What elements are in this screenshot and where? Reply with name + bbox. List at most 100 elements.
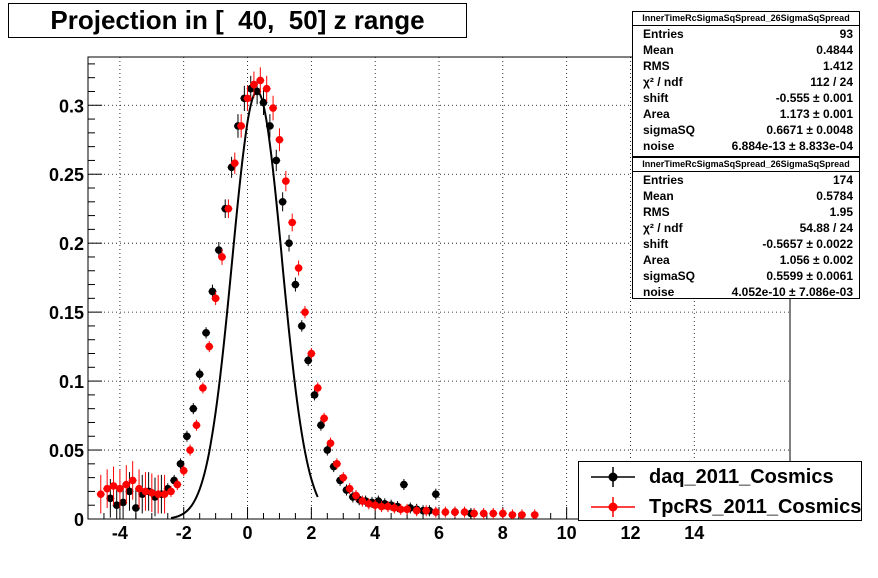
data-point — [371, 501, 379, 510]
data-point — [256, 76, 265, 85]
stats-row: sigmaSQ 0.6671 ± 0.0048 — [643, 123, 853, 137]
data-point — [291, 280, 300, 289]
stats-row: Mean 0.5784 — [643, 189, 853, 203]
data-point — [183, 432, 191, 441]
stats-row: Entries 93 — [643, 27, 853, 41]
data-point — [396, 505, 405, 514]
data-point — [323, 446, 332, 454]
data-point — [199, 384, 207, 392]
data-point — [211, 294, 220, 303]
data-point — [119, 498, 127, 507]
data-point — [243, 94, 252, 103]
data-point — [154, 490, 162, 498]
data-point — [208, 287, 217, 296]
fit-curve-daq — [170, 90, 319, 519]
data-point — [412, 506, 421, 515]
x-tick-label: 10 — [557, 523, 577, 543]
data-point — [288, 218, 297, 227]
stats-row: RMS 1.412 — [643, 59, 853, 73]
data-point — [422, 506, 431, 515]
data-point — [403, 505, 411, 514]
data-point — [262, 84, 271, 93]
data-point — [313, 384, 322, 392]
data-point — [103, 484, 111, 493]
data-point — [333, 460, 341, 468]
data-point — [148, 488, 156, 497]
legend-label: daq_2011_Cosmics — [649, 465, 834, 488]
data-point — [377, 502, 386, 511]
data-point — [160, 490, 169, 498]
data-point — [441, 508, 450, 516]
stats-title: InnerTimeRcSigmaSqSpread_26SigmaSqSpread — [633, 158, 859, 172]
x-tick-label: 6 — [434, 523, 444, 543]
data-point — [125, 487, 134, 496]
data-point — [339, 473, 348, 482]
data-point — [173, 480, 182, 489]
legend-label: TpcRS_2011_Cosmics — [649, 495, 862, 518]
data-point — [189, 404, 198, 413]
data-point — [128, 476, 137, 485]
stats-row: shift -0.5657 ± 0.0022 — [643, 237, 853, 251]
data-point — [317, 421, 325, 430]
data-point — [269, 104, 277, 112]
data-point — [432, 490, 440, 498]
stats-row: Area 1.056 ± 0.002 — [643, 253, 853, 267]
data-point — [310, 391, 319, 399]
data-point — [106, 494, 115, 503]
data-point — [237, 122, 245, 130]
stats-row: RMS 1.95 — [643, 205, 853, 219]
stats-row: Mean 0.4844 — [643, 43, 853, 57]
data-point — [109, 482, 118, 490]
data-point — [451, 508, 459, 516]
x-tick-label: 0 — [243, 523, 253, 543]
data-point — [167, 487, 175, 496]
data-point — [326, 439, 335, 447]
stats-row: shift -0.555 ± 0.001 — [643, 91, 853, 105]
data-point — [116, 484, 124, 493]
data-point — [215, 246, 223, 254]
data-point — [294, 264, 303, 272]
data-point — [352, 491, 360, 500]
stats-box-tpcrs: InnerTimeRcSigmaSqSpread_26SigmaSqSpread… — [632, 157, 860, 299]
data-point — [499, 509, 507, 518]
y-tick-label: 0.25 — [49, 165, 84, 185]
data-point — [301, 308, 309, 316]
legend-entry-daq: daq_2011_Cosmics — [579, 462, 861, 492]
data-point — [479, 509, 488, 518]
data-point — [508, 511, 517, 519]
data-point — [358, 497, 367, 505]
data-point — [460, 508, 469, 516]
y-tick-label: 0.05 — [49, 441, 84, 461]
data-point — [112, 501, 121, 510]
x-tick-label: 8 — [498, 523, 508, 543]
data-point — [253, 87, 261, 96]
data-point — [365, 500, 373, 508]
stats-row: sigmaSQ 0.5599 ± 0.0061 — [643, 269, 853, 283]
data-point — [390, 504, 399, 512]
data-point — [272, 156, 281, 165]
data-point — [218, 253, 226, 261]
data-point — [205, 342, 214, 351]
y-tick-label: 0.3 — [59, 96, 84, 116]
data-point — [345, 484, 354, 493]
legend-marker-tpcrs — [591, 497, 635, 517]
stats-row: noise 4.052e-10 ± 7.086e-03 — [643, 285, 853, 299]
stats-row: Entries 174 — [643, 173, 853, 187]
x-tick-label: 14 — [684, 523, 704, 543]
data-point — [195, 370, 204, 378]
data-point — [400, 480, 408, 489]
data-point — [432, 508, 440, 516]
x-tick-label: 2 — [306, 523, 316, 543]
data-point — [135, 484, 143, 493]
data-point — [250, 80, 258, 89]
legend: daq_2011_Cosmics TpcRS_2011_Cosmics — [578, 461, 862, 521]
data-point — [470, 509, 478, 518]
data-point — [192, 421, 201, 430]
data-point — [307, 349, 316, 358]
data-point — [259, 98, 268, 107]
data-point — [186, 446, 194, 454]
y-tick-label: 0.1 — [59, 372, 84, 392]
stats-row: noise 6.884e-13 ± 8.833e-04 — [643, 139, 853, 153]
data-point — [202, 329, 210, 337]
x-tick-label: -4 — [112, 523, 128, 543]
